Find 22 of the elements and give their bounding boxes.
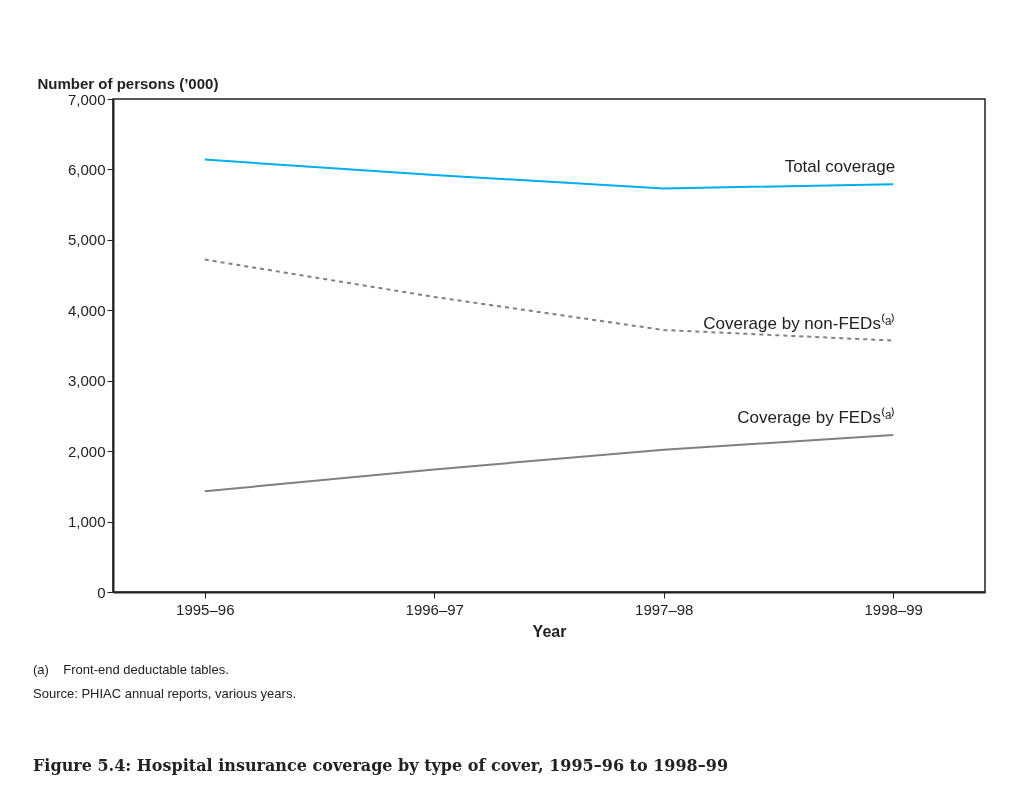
x-tick-label: 1998–99 bbox=[864, 600, 923, 618]
y-tick-label: 4,000 bbox=[67, 301, 106, 319]
text: Figure 5.4: Hospital insurance coverage by type of cover, 1995–96 to 1998–99 bbox=[33, 756, 729, 775]
y-tick-label: 7,000 bbox=[67, 90, 106, 108]
source-note: Source: PHIAC annual reports, various years. bbox=[33, 686, 297, 701]
y-tick-label: 2,000 bbox=[67, 442, 106, 460]
y-tick-label: 0 bbox=[97, 583, 106, 601]
series-label: Total coverage bbox=[784, 157, 896, 177]
text: (a) Front-end deductable tables. bbox=[33, 662, 230, 677]
y-tick-label: 3,000 bbox=[67, 372, 106, 390]
y-tick-label: 5,000 bbox=[67, 231, 106, 249]
series-label: Coverage by non-FEDs⁽ᵃ⁾ bbox=[703, 312, 896, 333]
y-tick-label: 1,000 bbox=[67, 513, 106, 531]
line-series bbox=[203, 433, 895, 493]
x-axis-title: Year bbox=[532, 622, 567, 640]
y-tick-label: 6,000 bbox=[67, 160, 106, 178]
x-tick-label: 1995–96 bbox=[176, 600, 235, 618]
x-tick-label: 1997–98 bbox=[635, 600, 694, 618]
series-label: Coverage by FEDs⁽ᵃ⁾ bbox=[737, 406, 896, 427]
x-tick-label: 1996–97 bbox=[405, 600, 464, 618]
y-axis-title: Number of persons (’000) bbox=[37, 74, 219, 92]
line-series bbox=[203, 158, 895, 190]
